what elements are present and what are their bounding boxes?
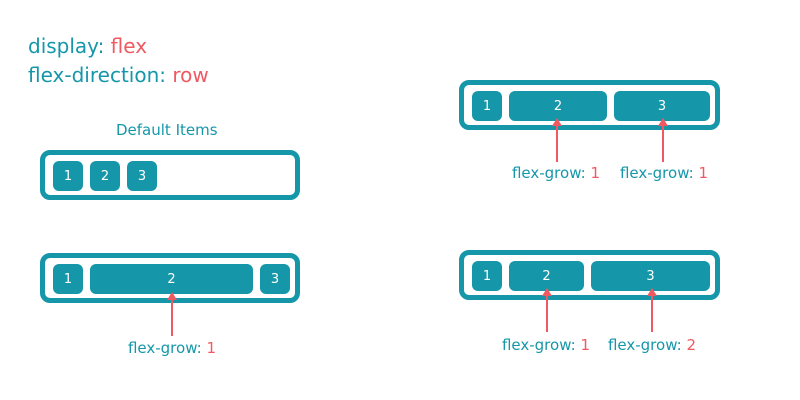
colon: : <box>97 34 105 58</box>
flex-grow-value: 1 <box>698 164 709 182</box>
flex-container-grow-middle: 1 2 3 <box>40 253 300 303</box>
flex-item-2-grow: 2 <box>90 264 253 294</box>
flex-grow-value: 1 <box>580 336 591 354</box>
pointer-arrow <box>658 118 668 162</box>
flex-direction-value: row <box>172 63 209 87</box>
flex-grow-label: flex-grow: 1 <box>127 339 217 357</box>
default-items-caption: Default Items <box>116 121 218 139</box>
flex-item-3-grow: 3 <box>591 261 710 291</box>
flex-item-1: 1 <box>472 261 502 291</box>
display-value: flex <box>110 34 148 58</box>
flex-item-2-grow: 2 <box>509 91 607 121</box>
flex-grow-label: flex-grow: 2 <box>607 336 697 354</box>
flex-container-grow-equal: 1 2 3 <box>459 80 720 130</box>
flex-item-3: 3 <box>127 161 157 191</box>
flex-grow-label: flex-grow: 1 <box>511 164 601 182</box>
pointer-arrow <box>647 288 657 332</box>
pointer-arrow <box>542 288 552 332</box>
flex-item-3-grow: 3 <box>614 91 710 121</box>
flex-grow-value: 2 <box>686 336 697 354</box>
flex-direction-property: flex-direction <box>28 63 160 87</box>
flex-grow-label: flex-grow: 1 <box>619 164 709 182</box>
flex-item-2-grow: 2 <box>509 261 584 291</box>
flex-item-2: 2 <box>90 161 120 191</box>
flex-container-default: 1 2 3 <box>40 150 300 200</box>
flex-item-1: 1 <box>53 264 83 294</box>
flex-grow-value: 1 <box>206 339 217 357</box>
pointer-arrow <box>552 118 562 162</box>
flex-direction-heading: flex-direction: row <box>28 63 209 87</box>
pointer-arrow <box>167 292 177 336</box>
display-heading: display: flex <box>28 34 147 58</box>
flex-grow-label: flex-grow: 1 <box>501 336 591 354</box>
flex-item-1: 1 <box>53 161 83 191</box>
flex-item-3: 3 <box>260 264 290 294</box>
flex-grow-value: 1 <box>590 164 601 182</box>
display-property: display <box>28 34 98 58</box>
flex-item-1: 1 <box>472 91 502 121</box>
flex-container-grow-weighted: 1 2 3 <box>459 250 720 300</box>
colon: : <box>159 63 166 87</box>
